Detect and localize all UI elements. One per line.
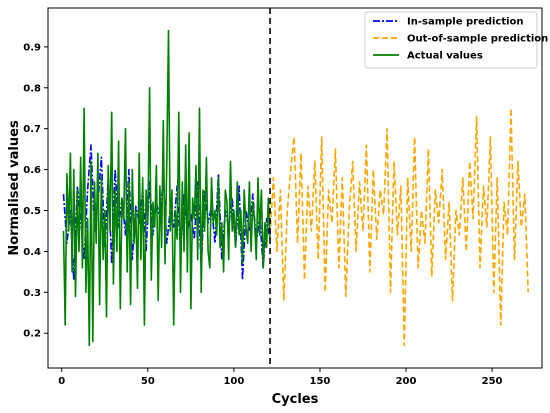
legend-label: Actual values: [407, 51, 483, 62]
legend-label: Out-of-sample prediction: [407, 34, 548, 45]
series-line-2: [269, 107, 529, 347]
y-tick-label: 0.8: [23, 83, 41, 94]
x-tick-label: 200: [396, 376, 417, 387]
x-axis-title: Cycles: [272, 392, 319, 407]
y-tick-label: 0.4: [23, 247, 41, 258]
x-tick-label: 100: [223, 376, 244, 387]
series-line-3: [62, 29, 271, 347]
y-tick-label: 0.7: [23, 124, 41, 135]
y-axis: 0.2 0.3 0.4 0.5 0.6 0.7 0.8 0.9: [23, 42, 48, 340]
x-tick-label: 50: [141, 376, 155, 387]
y-tick-label: 0.3: [23, 288, 41, 299]
y-tick-label: 0.6: [23, 165, 41, 176]
plot-area: [62, 8, 529, 368]
legend-box: [364, 11, 538, 69]
y-tick-label: 0.9: [23, 42, 41, 53]
legend: In-sample prediction Out-of-sample predic…: [364, 11, 548, 69]
x-tick-label: 0: [58, 376, 65, 387]
y-tick-label: 0.2: [23, 329, 41, 340]
x-axis: 0 50 100 150 200 250: [58, 368, 503, 387]
y-axis-title: Normalised values: [7, 120, 22, 256]
x-tick-label: 150: [310, 376, 331, 387]
legend-label: In-sample prediction: [407, 17, 524, 28]
plot-frame: [47, 7, 543, 369]
x-tick-label: 250: [482, 376, 503, 387]
y-tick-label: 0.5: [23, 206, 41, 217]
